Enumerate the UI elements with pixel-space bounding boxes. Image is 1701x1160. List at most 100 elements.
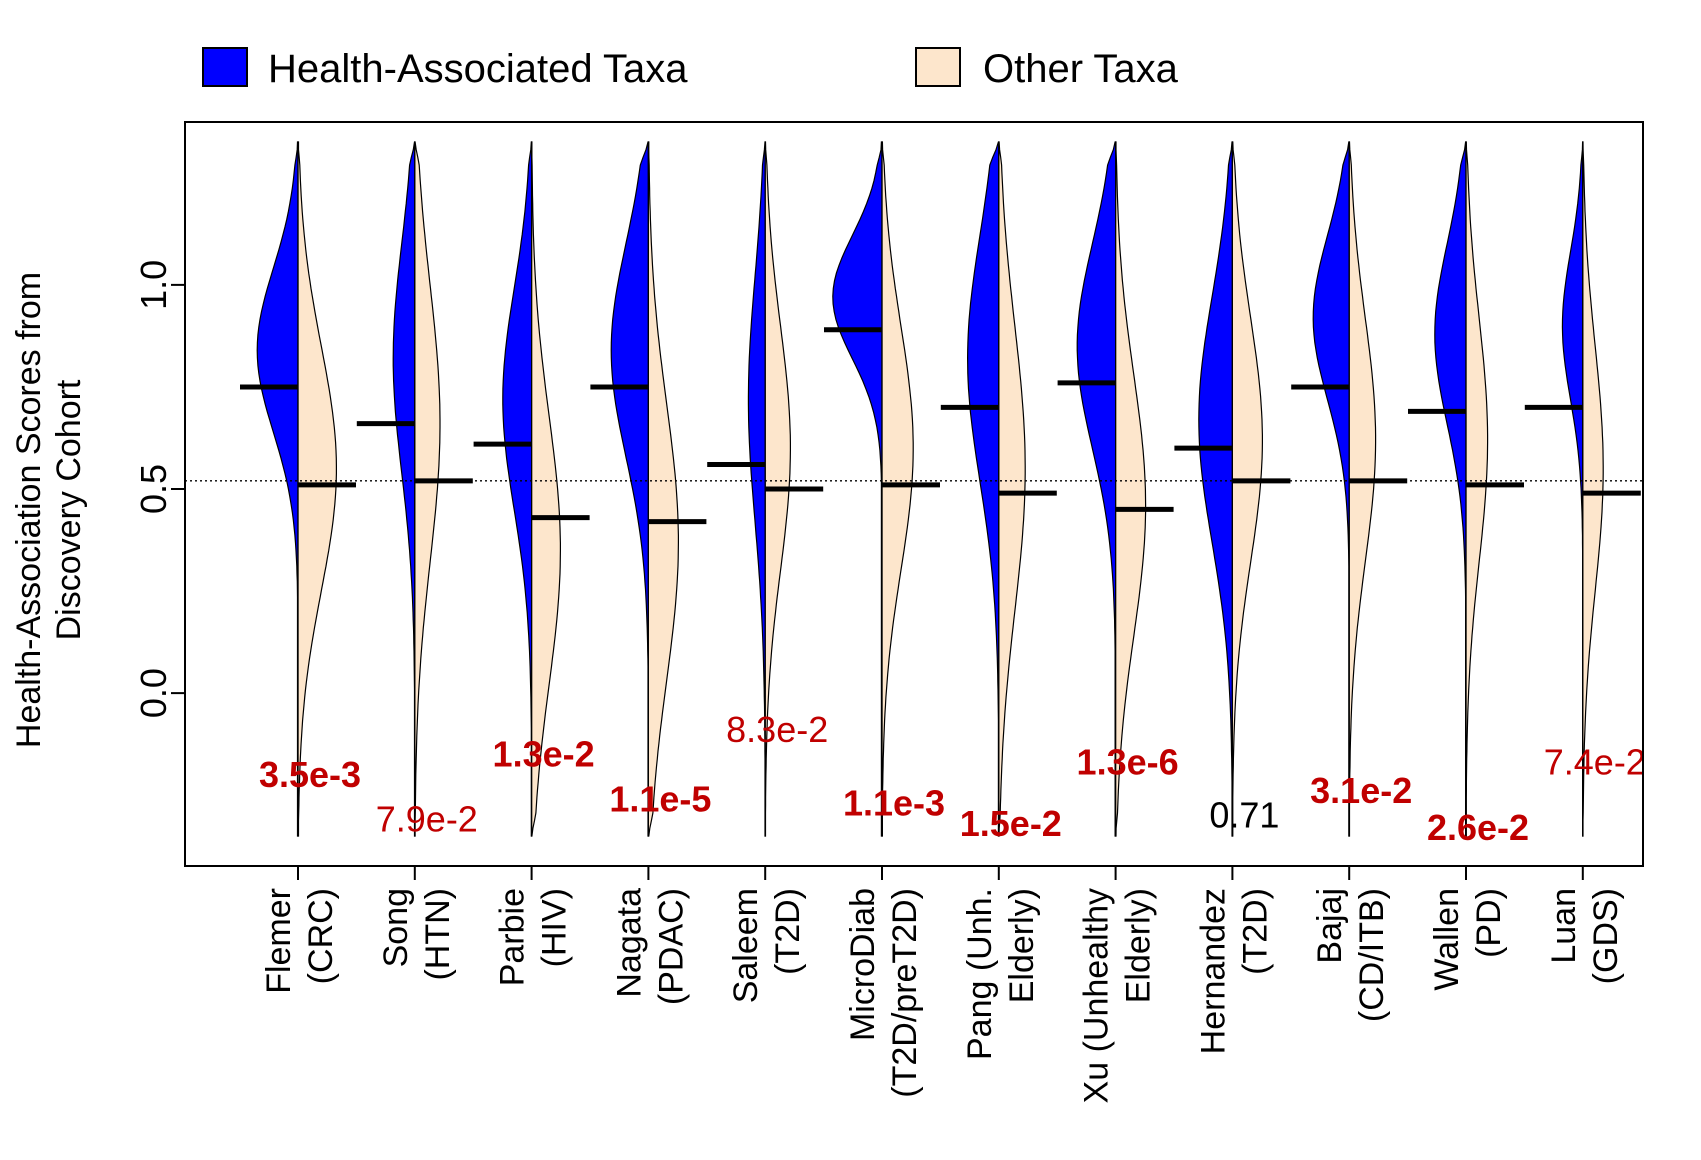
violin-other-half [1465, 141, 1489, 837]
violin-11 [1561, 141, 1604, 837]
violin-health-half [1198, 141, 1233, 837]
x-tick-label-line1: Flemer [260, 888, 298, 994]
x-tick-label-line1: Hernandez [1194, 888, 1232, 1054]
violin-1 [392, 141, 441, 837]
pvalues-layer: 3.5e-3 7.9e-2 1.3e-2 1.1e-5 8.3e-2 1.1e-3 1.5e… [259, 709, 1646, 848]
violin-0 [256, 141, 337, 837]
x-tick-label-line2: (GDS) [1587, 888, 1625, 984]
violin-8 [1198, 141, 1263, 837]
violin-10 [1434, 141, 1489, 837]
pvalue-label-7: 1.3e-6 [1077, 742, 1179, 783]
x-tick-label-6: Pang (Unh. Elderly) [961, 888, 1041, 1060]
violin-other-half [881, 141, 914, 837]
x-tick-label-line2: (PD) [1470, 888, 1508, 958]
legend-label-other: Other Taxa [983, 47, 1179, 91]
violin-2 [502, 141, 561, 837]
legend-swatch-other [915, 47, 961, 87]
x-tick-label-line2: (CD/ITB) [1353, 888, 1391, 1022]
x-tick-label-line2: Elderly) [1003, 888, 1041, 1003]
violin-health-half [256, 141, 299, 837]
pvalue-label-9: 3.1e-2 [1310, 770, 1412, 811]
x-tick-label-line2: (HIV) [536, 888, 574, 967]
violin-other-half [531, 141, 561, 837]
x-tick-label-line1: MicroDiab [844, 888, 882, 1041]
y-axis-title-line1: Health-Association Scores from [10, 272, 48, 748]
y-tick-label-2: 1.0 [133, 260, 174, 310]
violin-3 [610, 141, 679, 837]
y-axis-title: Health-Association Scores from Discovery… [10, 272, 88, 748]
violin-9 [1312, 141, 1377, 837]
x-tick-label-line1: Luan [1545, 888, 1583, 964]
y-tick-label-1: 0.5 [133, 464, 174, 514]
pvalue-label-3: 1.1e-5 [609, 778, 711, 819]
legend: Health-Associated Taxa Other Taxa [202, 47, 1179, 91]
x-axis: Flemer (CRC) Song (HTN) Parbie (HIV) Nagata (PD… [260, 866, 1625, 1103]
x-tick-label-line1: Bajaj [1311, 888, 1349, 964]
pvalue-label-10: 2.6e-2 [1427, 807, 1529, 848]
pvalue-label-2: 1.3e-2 [493, 733, 595, 774]
x-tick-label-10: Wallen (PD) [1428, 888, 1508, 991]
x-tick-label-4: Saleem (T2D) [727, 888, 807, 1003]
violin-other-half [647, 141, 679, 837]
legend-swatch-health [202, 47, 248, 87]
pvalue-label-6: 1.5e-2 [960, 803, 1062, 844]
violin-7 [1076, 141, 1147, 837]
x-tick-label-line2: (HTN) [419, 888, 457, 981]
x-tick-label-1: Song (HTN) [377, 888, 457, 981]
violin-other-half [1115, 141, 1147, 837]
x-tick-label-8: Hernandez (T2D) [1194, 888, 1274, 1054]
violin-5 [832, 141, 914, 837]
violin-health-half [502, 141, 533, 837]
x-tick-label-line1: Saleem [727, 888, 765, 1003]
pvalue-label-0: 3.5e-3 [259, 754, 361, 795]
x-tick-label-line2: Elderly) [1120, 888, 1158, 1003]
pvalue-label-8: 0.71 [1209, 795, 1279, 836]
x-tick-label-9: Bajaj (CD/ITB) [1311, 888, 1391, 1022]
violin-health-half [1561, 141, 1584, 837]
x-tick-label-11: Luan (GDS) [1545, 888, 1625, 984]
violin-other-half [297, 141, 337, 837]
violin-health-half [966, 141, 1000, 837]
x-tick-label-line2: (T2D) [769, 888, 807, 975]
violin-health-half [832, 141, 883, 837]
x-tick-label-7: Xu (Unhealthy Elderly) [1078, 888, 1158, 1103]
violin-other-half [1348, 141, 1377, 837]
x-tick-label-line2: (T2D) [1236, 888, 1274, 975]
x-tick-label-line2: (CRC) [302, 888, 340, 984]
x-tick-label-line1: Parbie [494, 888, 532, 986]
violin-other-half [1582, 141, 1604, 837]
x-tick-label-line2: (T2D/preT2D) [886, 888, 924, 1098]
violin-health-half [1312, 141, 1350, 837]
legend-item-other: Other Taxa [915, 47, 1179, 91]
x-tick-label-line2: (PDAC) [652, 888, 690, 1005]
x-tick-label-3: Nagata (PDAC) [610, 888, 690, 1005]
x-tick-label-line1: Xu (Unhealthy [1078, 888, 1116, 1103]
x-tick-label-5: MicroDiab (T2D/preT2D) [844, 888, 924, 1098]
violin-health-half [1076, 141, 1117, 837]
violin-other-half [1231, 141, 1263, 837]
violins-layer [256, 141, 1604, 837]
plot-frame [184, 121, 1644, 867]
violin-health-half [392, 141, 416, 837]
x-tick-label-line1: Song [377, 888, 415, 967]
x-tick-label-0: Flemer (CRC) [260, 888, 340, 994]
pvalue-label-4: 8.3e-2 [726, 709, 828, 750]
x-tick-label-line1: Pang (Unh. [961, 888, 999, 1060]
violin-health-half [610, 141, 649, 837]
pvalue-label-1: 7.9e-2 [376, 799, 478, 840]
violin-other-half [414, 141, 441, 837]
violin-health-half [1434, 141, 1467, 837]
y-axis-title-line2: Discovery Cohort [50, 379, 88, 640]
medians-layer [240, 327, 1641, 525]
y-axis: 0.0 0.5 1.0 [133, 260, 185, 718]
x-tick-label-line1: Nagata [610, 888, 648, 998]
legend-item-health: Health-Associated Taxa [202, 47, 688, 91]
violin-6 [966, 141, 1026, 837]
y-tick-label-0: 0.0 [133, 668, 174, 718]
x-tick-label-line1: Wallen [1428, 888, 1466, 991]
violin-other-half [998, 141, 1026, 837]
pvalue-label-5: 1.1e-3 [843, 782, 945, 823]
legend-label-health: Health-Associated Taxa [268, 47, 688, 91]
x-tick-label-2: Parbie (HIV) [494, 888, 574, 986]
